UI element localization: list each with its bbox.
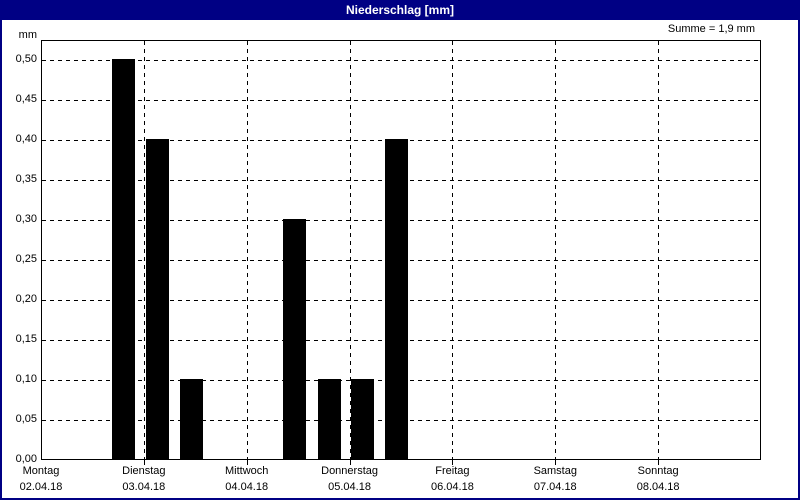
sum-label: Summe = 1,9 mm — [667, 23, 755, 35]
bar — [111, 59, 135, 459]
bar — [282, 219, 306, 459]
y-tick-label: 0,45 — [15, 93, 37, 105]
plot-area — [41, 40, 761, 460]
x-tick — [143, 460, 145, 465]
x-weekday-label: Samstag — [533, 465, 577, 477]
x-date-label: 04.04.18 — [225, 481, 269, 493]
x-date-label: 07.04.18 — [533, 481, 577, 493]
y-tick-label: 0,35 — [15, 173, 37, 185]
x-date-label: 08.04.18 — [636, 481, 680, 493]
x-gridline — [143, 41, 145, 459]
x-weekday-label: Montag — [22, 465, 60, 477]
x-gridline — [658, 41, 660, 459]
y-gridline — [42, 60, 760, 61]
y-tick-label: 0,25 — [15, 253, 37, 265]
x-date-label: 05.04.18 — [328, 481, 371, 493]
x-gridline — [555, 41, 557, 459]
bar — [385, 139, 409, 459]
y-tick-label: 0,00 — [15, 453, 37, 465]
x-weekday-label: Mittwoch — [225, 465, 269, 477]
x-day-label: Mittwoch 04.04.18 — [199, 465, 295, 494]
x-gridline — [349, 41, 351, 459]
window-titlebar: Niederschlag [mm] — [0, 0, 800, 20]
bar — [317, 379, 341, 459]
bar — [145, 139, 169, 459]
x-day-label: Dienstag 03.04.18 — [96, 465, 192, 494]
x-date-label: 03.04.18 — [122, 481, 166, 493]
x-weekday-label: Freitag — [435, 465, 470, 477]
x-weekday-label: Donnerstag — [321, 465, 378, 477]
y-axis-unit-label: mm — [18, 29, 37, 41]
x-gridline — [246, 41, 248, 459]
window-title: Niederschlag [mm] — [345, 3, 455, 17]
x-day-label: Samstag 07.04.18 — [507, 465, 603, 494]
y-tick-label: 0,10 — [15, 373, 37, 385]
x-tick — [658, 460, 660, 465]
x-tick — [452, 460, 454, 465]
y-tick-label: 0,20 — [15, 293, 37, 305]
y-tick-label: 0,15 — [15, 333, 37, 345]
x-day-label: Freitag 06.04.18 — [404, 465, 500, 494]
x-date-label: 06.04.18 — [431, 481, 474, 493]
x-day-label: Sonntag 08.04.18 — [610, 465, 706, 494]
x-tick — [246, 460, 248, 465]
y-tick-label: 0,05 — [15, 413, 37, 425]
y-tick-label: 0,50 — [15, 53, 37, 65]
y-tick-label: 0,30 — [15, 213, 37, 225]
x-gridline — [452, 41, 454, 459]
y-tick-label: 0,40 — [15, 133, 37, 145]
x-tick — [349, 460, 351, 465]
x-day-label: Montag 02.04.18 — [0, 465, 89, 494]
x-weekday-label: Dienstag — [122, 465, 166, 477]
x-weekday-label: Sonntag — [637, 465, 679, 477]
x-day-label: Donnerstag 05.04.18 — [302, 465, 398, 494]
x-date-label: 02.04.18 — [19, 481, 63, 493]
y-gridline — [42, 100, 760, 101]
bar — [179, 379, 203, 459]
x-tick — [555, 460, 557, 465]
bar — [351, 379, 375, 459]
